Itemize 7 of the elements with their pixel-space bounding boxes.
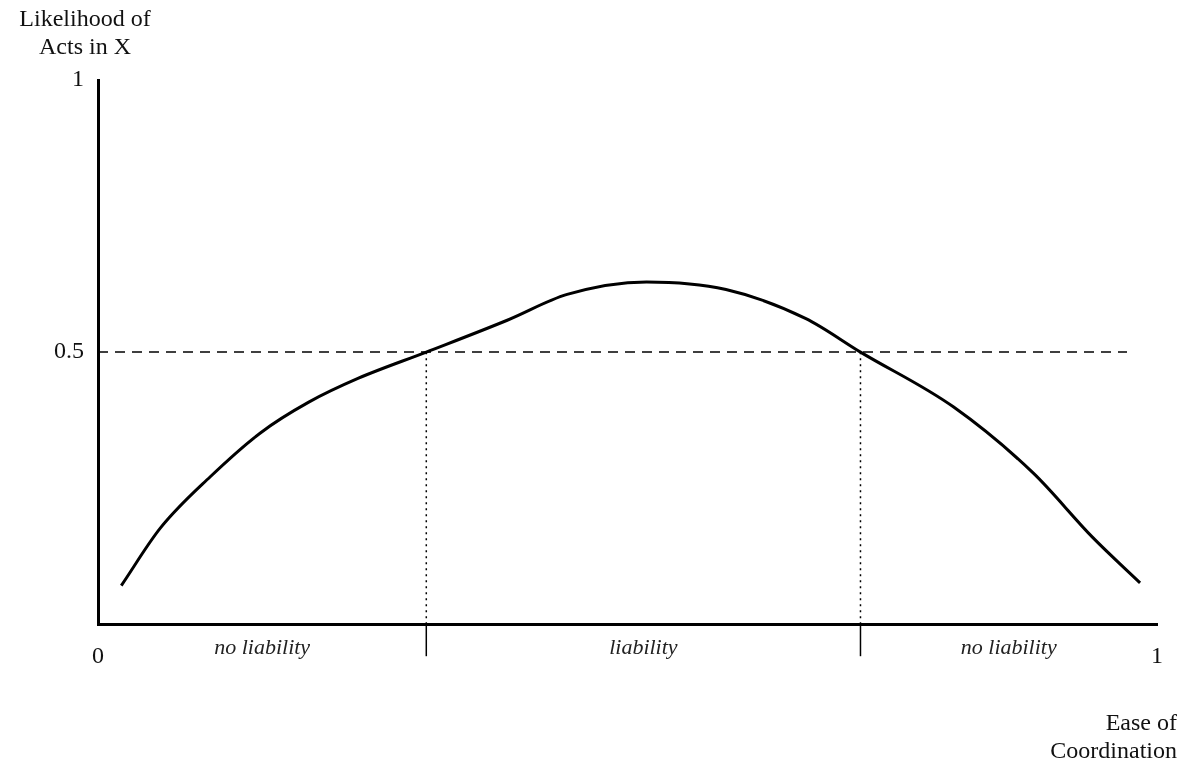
y-axis-title: Likelihood of Acts in X [18,4,152,60]
text: no liability [214,634,311,660]
text: no liability [960,634,1057,660]
x-tick-label: 0 [92,641,104,668]
text: liability [609,634,678,660]
y-tick-label: 0.5 [54,337,84,364]
x-axis-title: Ease of Coordination [1049,708,1177,764]
